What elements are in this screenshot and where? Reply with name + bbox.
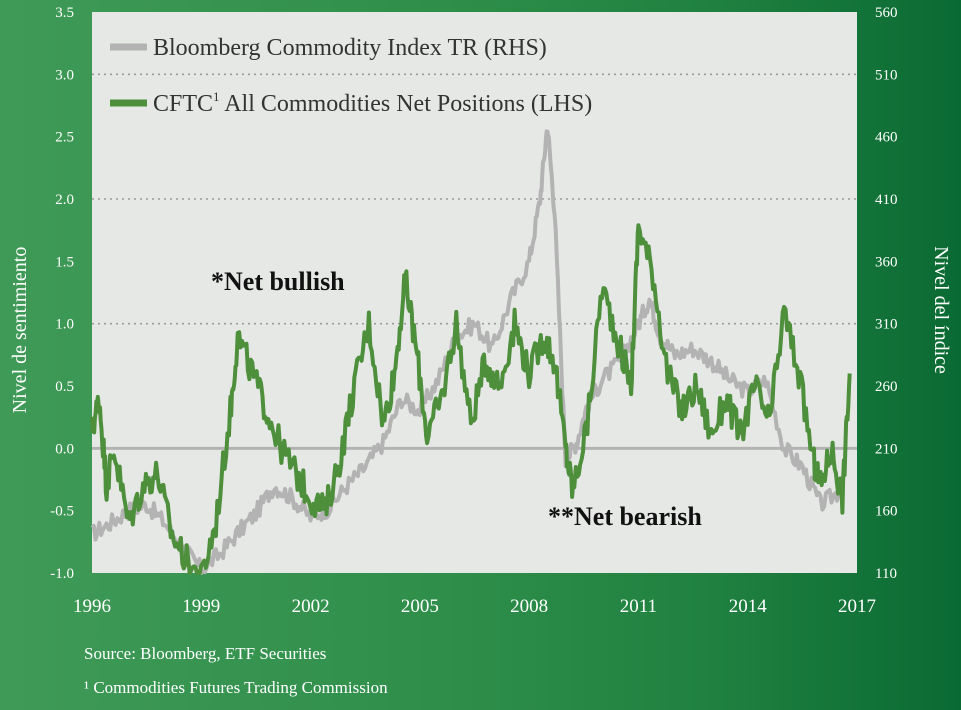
left-axis-label: Nivel de sentimiento [9,247,31,414]
right-tick-label: 310 [875,317,898,333]
left-tick-label: 2.5 [55,130,74,146]
source-note: Source: Bloomberg, ETF Securities [84,644,327,663]
annotation-net-bearish: **Net bearish [548,502,702,531]
legend-cftc-sup: 1 [213,89,220,104]
x-tick-label: 2008 [510,596,548,617]
x-tick-label: 2014 [729,596,768,617]
x-tick-label: 2005 [401,596,439,617]
footnote: ¹ Commodities Futures Trading Commission [84,678,388,697]
left-tick-label: 3.5 [55,5,74,21]
left-tick-label: 1.0 [55,317,74,333]
right-tick-label: 510 [875,67,898,83]
x-tick-label: 2011 [620,596,657,617]
right-tick-label: 410 [875,192,898,208]
legend-label-bloomberg: Bloomberg Commodity Index TR (RHS) [153,35,547,61]
left-tick-label: 0.0 [55,441,74,457]
right-tick-label: 360 [875,254,898,270]
series-group [90,129,852,575]
legend-cftc-name: CFTC [153,91,213,117]
x-tick-label: 1996 [73,596,111,617]
x-tick-label: 2017 [838,596,876,617]
left-tick-label: -1.0 [50,566,74,582]
right-tick-label: 260 [875,379,898,395]
x-tick-label: 1999 [182,596,220,617]
legend-label-cftc: CFTC1 All Commodities Net Positions (LHS… [153,89,592,117]
left-tick-label: 2.0 [55,192,74,208]
legend: Bloomberg Commodity Index TR (RHS) CFTC1… [110,35,592,117]
left-tick-label: 0.5 [55,379,74,395]
gridlines [92,73,857,450]
right-tick-label: 560 [875,5,898,21]
left-tick-label: 3.0 [55,67,74,83]
left-tick-label: -0.5 [50,504,74,520]
right-tick-label: 460 [875,130,898,146]
x-tick-label: 2002 [292,596,330,617]
x-axis: 1996 1999 2002 2005 2008 2011 2014 2017 [73,596,876,617]
series-line-cftc [90,223,852,575]
right-axis: 110 160 210 260 310 360 410 460 510 560 [875,5,898,582]
right-tick-label: 210 [875,441,898,457]
annotation-net-bullish: *Net bullish [211,267,345,296]
right-tick-label: 160 [875,504,898,520]
right-axis-label: Nivel del índice [930,246,952,374]
left-tick-label: 1.5 [55,254,74,270]
left-axis: -1.0 -0.5 0.0 0.5 1.0 1.5 2.0 2.5 3.0 3.5 [50,5,74,582]
series-line-bloomberg [90,129,841,575]
legend-cftc-rest: All Commodities Net Positions (LHS) [220,91,593,117]
right-tick-label: 110 [875,566,897,582]
